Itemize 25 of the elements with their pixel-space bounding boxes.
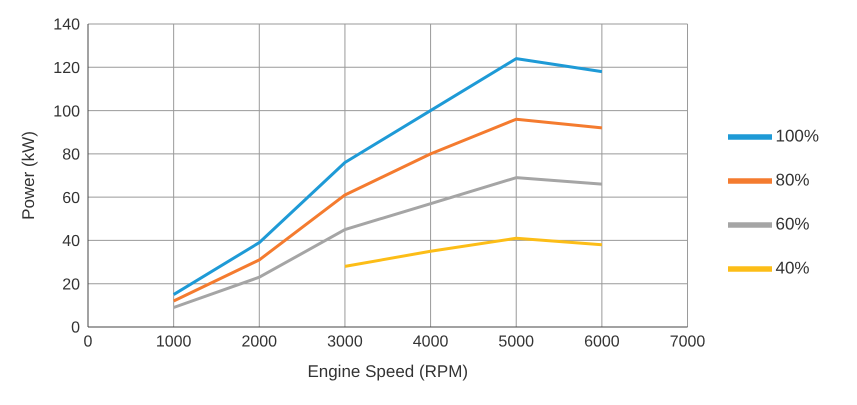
y-tick-label: 80 — [62, 146, 80, 164]
legend-label: 60% — [776, 214, 810, 233]
y-tick-label: 100 — [53, 103, 80, 120]
legend-label: 100% — [776, 126, 819, 145]
y-tick-label: 0 — [71, 320, 80, 337]
line-series — [172, 57, 604, 296]
x-tick-label: 4000 — [412, 333, 448, 350]
y-tick-label: 120 — [53, 60, 80, 77]
y-tick-label: 60 — [62, 190, 80, 207]
y-tick-label: 140 — [53, 16, 80, 34]
line-series — [172, 118, 604, 303]
x-tick-label: 7000 — [670, 333, 706, 350]
legend-label: 40% — [776, 258, 810, 277]
x-tick-label: 5000 — [498, 333, 534, 350]
x-axis-title: Engine Speed (RPM) — [307, 362, 468, 381]
legend-label: 80% — [776, 170, 810, 189]
x-tick-label: 6000 — [584, 333, 620, 350]
x-tick-label: 1000 — [156, 333, 192, 350]
x-tick-label: 2000 — [241, 333, 278, 350]
x-tick-label: 0 — [84, 333, 93, 350]
y-tick-label: 40 — [62, 233, 80, 250]
y-tick-label: 20 — [62, 276, 80, 294]
y-axis-title: Power (kW) — [19, 131, 38, 220]
line-series — [343, 236, 604, 268]
x-tick-label: 3000 — [327, 333, 363, 350]
